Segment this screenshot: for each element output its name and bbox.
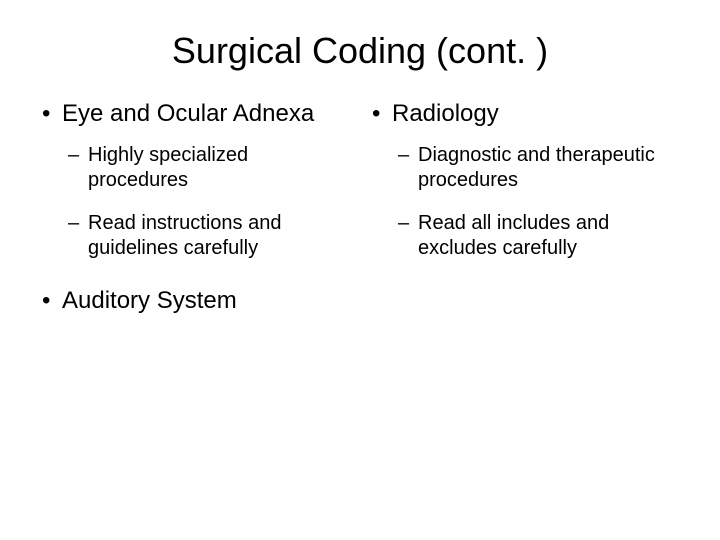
bullet-eye-ocular: Eye and Ocular Adnexa <box>40 100 350 129</box>
bullet-radiology: Radiology <box>370 100 680 129</box>
slide-title: Surgical Coding (cont. ) <box>40 30 680 72</box>
subbullet-eye-1: Highly specialized procedures <box>66 143 350 193</box>
subbullet-eye-2: Read instructions and guidelines careful… <box>66 211 350 261</box>
right-column: Radiology Diagnostic and therapeutic pro… <box>370 100 680 330</box>
slide: Surgical Coding (cont. ) Eye and Ocular … <box>0 0 720 540</box>
left-column: Eye and Ocular Adnexa Highly specialized… <box>40 100 350 330</box>
subbullet-radiology-2: Read all includes and excludes carefully <box>396 211 680 261</box>
columns: Eye and Ocular Adnexa Highly specialized… <box>40 100 680 330</box>
subbullet-radiology-1: Diagnostic and therapeutic procedures <box>396 143 680 193</box>
bullet-auditory: Auditory System <box>40 287 350 316</box>
